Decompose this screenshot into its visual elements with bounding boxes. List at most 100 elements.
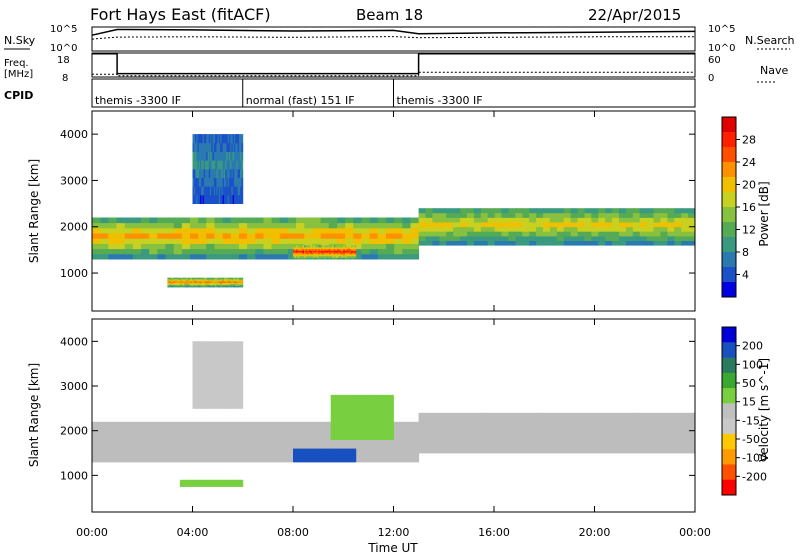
velocity-cell xyxy=(316,455,319,458)
velocity-cell xyxy=(473,426,482,434)
velocity-cell xyxy=(255,421,264,429)
power-cell xyxy=(361,217,371,224)
power-cell xyxy=(681,231,689,237)
power-cell xyxy=(318,252,321,255)
power-cell xyxy=(202,134,205,144)
velocity-cell xyxy=(186,483,189,485)
power-cell xyxy=(418,212,426,218)
velocity-cell xyxy=(206,484,209,486)
velocity-cell xyxy=(660,419,668,427)
power-cell xyxy=(473,226,482,232)
velocity-cell xyxy=(238,483,240,485)
power-cell xyxy=(208,280,212,282)
velocity-cell xyxy=(230,428,240,436)
velocity-cell xyxy=(646,439,654,447)
power-cell xyxy=(315,257,317,260)
power-cell xyxy=(263,233,273,239)
power-cell xyxy=(351,250,354,253)
power-cell xyxy=(230,168,232,178)
power-cell xyxy=(233,277,236,280)
power-cell xyxy=(190,285,193,288)
power-cell xyxy=(247,222,256,229)
velocity-cell xyxy=(425,439,433,447)
velocity-cell xyxy=(374,409,377,418)
power-cell xyxy=(327,253,330,256)
velocity-cell xyxy=(214,483,217,485)
velocity-cell xyxy=(214,455,224,463)
velocity-cell xyxy=(653,412,661,420)
velocity-cell xyxy=(313,455,316,458)
velocity-cell xyxy=(216,374,219,387)
power-cell xyxy=(674,212,682,218)
power-cell xyxy=(223,283,227,286)
power-cell xyxy=(353,243,362,250)
velocity-cell xyxy=(197,484,200,486)
power-cell xyxy=(223,186,226,196)
velocity-cell xyxy=(376,417,379,426)
velocity-cell xyxy=(563,439,571,447)
power-cell xyxy=(230,227,240,234)
power-cell xyxy=(206,285,210,288)
power-cell xyxy=(223,142,226,152)
power-cell xyxy=(377,248,387,255)
power-cell xyxy=(300,255,303,258)
power-cell xyxy=(198,233,207,239)
power-cell xyxy=(271,217,281,224)
velocity-cell xyxy=(366,432,369,440)
velocity-cell xyxy=(337,432,339,440)
power-cell xyxy=(226,194,229,204)
power-cell xyxy=(205,168,207,178)
power-cell xyxy=(214,243,224,250)
power-cell xyxy=(233,280,236,282)
velocity-cell xyxy=(646,446,654,454)
velocity-cell xyxy=(205,397,207,409)
power-cell xyxy=(494,212,502,218)
velocity-cell xyxy=(311,459,314,463)
power-cell xyxy=(294,255,297,258)
power-cell xyxy=(184,284,187,287)
velocity-cell xyxy=(165,455,175,463)
velocity-cell xyxy=(124,428,134,436)
power-cell xyxy=(222,285,225,288)
velocity-cell xyxy=(394,421,403,429)
velocity-cell xyxy=(382,394,385,403)
power-cell xyxy=(570,212,578,218)
velocity-cell xyxy=(335,457,338,461)
power-cell xyxy=(231,285,234,288)
velocity-cell xyxy=(240,374,242,387)
power-cell xyxy=(205,134,207,144)
power-cell xyxy=(230,253,240,260)
velocity-cell xyxy=(240,397,242,409)
velocity-cell xyxy=(346,453,349,456)
velocity-cell xyxy=(446,426,454,434)
power-cell xyxy=(203,177,206,187)
nsearch-label: N.Search xyxy=(745,34,795,47)
power-cell xyxy=(338,247,341,250)
velocity-cell xyxy=(366,424,369,433)
power-cell xyxy=(190,222,199,229)
power-cell xyxy=(563,222,571,228)
velocity-cell xyxy=(384,394,387,403)
power-cell xyxy=(344,247,347,250)
velocity-cell xyxy=(335,450,338,454)
power-cell xyxy=(326,250,328,253)
velocity-cell xyxy=(361,441,371,449)
power-cell xyxy=(206,283,210,286)
power-cell xyxy=(210,284,213,287)
power-cell xyxy=(173,233,183,239)
velocity-cell xyxy=(189,485,192,487)
velocity-cell xyxy=(215,386,217,398)
velocity-cell xyxy=(570,412,578,420)
velocity-cell xyxy=(384,432,387,440)
velocity-cell xyxy=(116,448,126,456)
velocity-cell xyxy=(632,432,641,440)
velocity-cell xyxy=(501,439,509,447)
velocity-cell xyxy=(184,481,187,483)
power-cell xyxy=(394,253,403,260)
velocity-cell xyxy=(193,363,196,376)
velocity-cell xyxy=(238,481,240,483)
velocity-cell xyxy=(255,428,264,436)
power-cell xyxy=(116,238,126,244)
power-cell xyxy=(195,283,198,286)
velocity-cell xyxy=(237,352,240,365)
